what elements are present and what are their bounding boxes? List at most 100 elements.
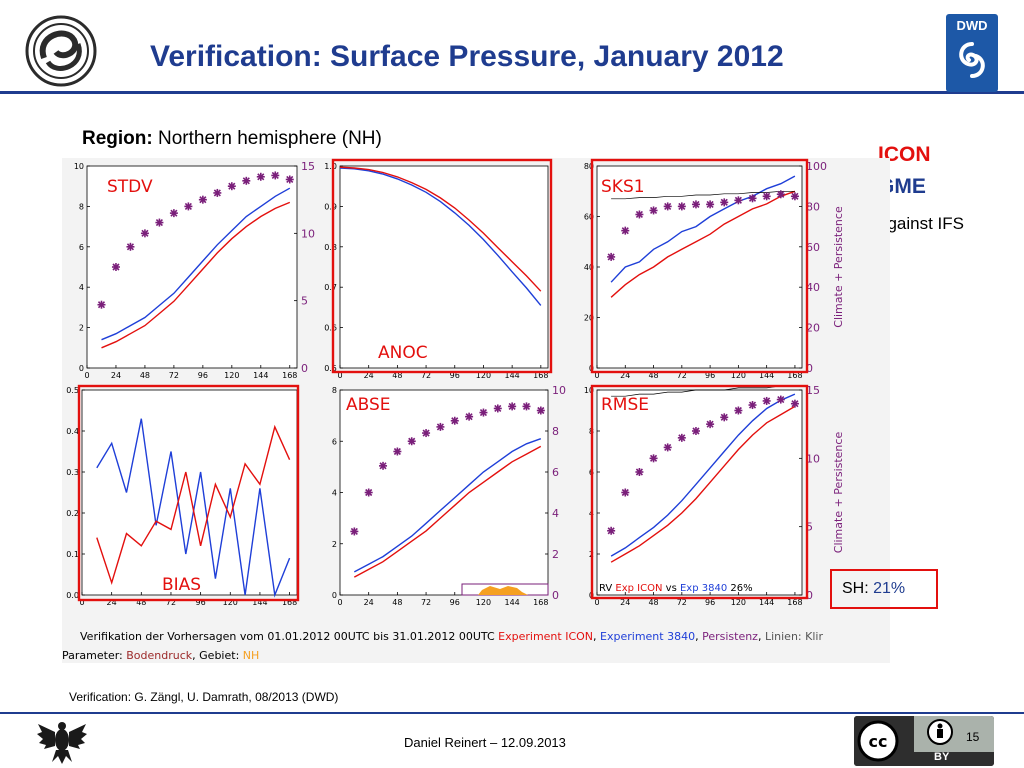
- y2-tick-label: 6: [552, 466, 559, 479]
- persistence-marker: [364, 488, 373, 497]
- series-line-2: [611, 190, 795, 200]
- caption-part: ,: [593, 630, 600, 643]
- y2-tick-label: 0: [806, 362, 813, 375]
- x-tick-label: 168: [787, 598, 802, 607]
- persistence-marker: [649, 206, 658, 215]
- caption-part: Persistenz: [702, 630, 758, 643]
- x-tick-label: 0: [84, 371, 89, 380]
- title-divider: [0, 91, 1024, 94]
- caption-line-2: Parameter: Bodendruck, Gebiet: NH: [62, 649, 259, 662]
- x-tick-label: 96: [450, 371, 460, 380]
- verification-credit: Verification: G. Zängl, U. Damrath, 08/2…: [69, 690, 339, 704]
- persistence-marker: [649, 454, 658, 463]
- chart-panel-anoc: 0 24 48 72 96 120 144 168 0.5 0.6 0.7 0.8 0.9 1.0 ANOC: [324, 158, 553, 380]
- persistence-marker: [621, 488, 630, 497]
- caption-part: ,: [758, 630, 765, 643]
- series-line-0: [610, 393, 796, 557]
- y2-tick-label: 100: [806, 160, 827, 173]
- y-tick-label: 1.0: [324, 162, 337, 171]
- abse-inset: [461, 583, 549, 596]
- chart-panel-sks1: 0 24 48 72 96 120 144 168020406080020406080100C…: [584, 158, 845, 380]
- persistence-marker: [677, 433, 686, 442]
- legend-against-label: against IFS: [878, 214, 964, 233]
- y2-tick-label: 40: [806, 281, 820, 294]
- panel-label-anoc: ANOC: [378, 343, 428, 363]
- y2-tick-label: 10: [806, 452, 820, 465]
- sh-label: SH:: [842, 580, 869, 597]
- region-key: Region:: [82, 128, 153, 149]
- x-tick-label: 48: [136, 598, 146, 607]
- sh-value: 21%: [873, 580, 906, 597]
- x-tick-label: 120: [223, 598, 238, 607]
- persistence-marker: [422, 429, 431, 438]
- y-tick-label: 0.0: [66, 591, 79, 600]
- caption-part: Verifikation der Vorhersagen vom 01.01.2…: [80, 630, 498, 643]
- y2-tick-label: 2: [552, 548, 559, 561]
- persistence-marker: [242, 176, 251, 185]
- highlight-frame: [590, 158, 809, 374]
- chart-panel-bias: 0 24 48 72 96 120 144 168 0.0 0.1 0.2 0.3 0.4 0.5 BIAS: [66, 384, 300, 607]
- footer-divider: [0, 712, 1024, 714]
- y-tick-label: 2: [79, 324, 84, 333]
- sh-text: SH: 21%: [842, 580, 905, 598]
- x-tick-label: 168: [533, 371, 548, 380]
- series-line-1: [96, 424, 291, 586]
- series-line-0: [96, 418, 291, 598]
- dwd-logo-text: DWD: [956, 18, 988, 33]
- x-tick-label: 144: [253, 371, 268, 380]
- x-tick-label: 72: [166, 598, 176, 607]
- x-tick-label: 144: [252, 598, 267, 607]
- rv-label: RV Exp ICON vs Exp 3840 26%: [599, 583, 753, 594]
- y-tick-label: 0: [332, 591, 337, 600]
- panel-label-bias: BIAS: [162, 575, 201, 595]
- x-tick-label: 0: [337, 371, 342, 380]
- persistence-marker: [748, 401, 757, 410]
- x-tick-label: 144: [504, 598, 519, 607]
- x-tick-label: 0: [79, 598, 84, 607]
- persistence-marker: [198, 195, 207, 204]
- highlight-frame: [590, 384, 809, 600]
- persistence-marker: [285, 175, 294, 184]
- panel-label-sks1: SKS1: [601, 177, 645, 197]
- highlight-frame: [77, 384, 300, 602]
- persistence-marker: [776, 190, 785, 199]
- y-tick-label: 6: [79, 243, 84, 252]
- persistence-marker: [97, 300, 106, 309]
- x-tick-label: 48: [392, 371, 402, 380]
- y-tick-label: 0.6: [324, 324, 337, 333]
- y-tick-label: 0: [79, 364, 84, 373]
- sh-highlight-box: SH: 21%: [830, 569, 938, 609]
- svg-text:cc: cc: [869, 732, 888, 751]
- y-tick-label: 0.8: [324, 243, 337, 252]
- x-tick-label: 24: [364, 598, 374, 607]
- persistence-marker: [111, 263, 120, 271]
- rv-label-part: Exp ICON: [615, 583, 665, 594]
- y2-tick-label: 15: [806, 384, 820, 397]
- series-line-0: [610, 175, 796, 283]
- y2-tick-label: 5: [806, 521, 813, 534]
- persistence-marker: [734, 406, 743, 415]
- x-tick-label: 48: [648, 371, 658, 380]
- inset-fill: [478, 586, 528, 595]
- y2-tick-label: 4: [552, 507, 559, 520]
- x-tick-label: 96: [705, 598, 715, 607]
- y2-tick-label: 0: [301, 362, 308, 375]
- y2-tick-label: 20: [806, 322, 820, 335]
- y2-tick-label: 0: [552, 589, 559, 602]
- x-tick-label: 24: [107, 598, 117, 607]
- rv-label-part: Exp 3840: [680, 583, 730, 594]
- persistence-marker: [635, 468, 644, 476]
- panel-label-stdv: STDV: [107, 177, 153, 197]
- persistence-marker: [184, 202, 193, 211]
- x-tick-label: 24: [620, 371, 630, 380]
- persistence-marker: [436, 422, 445, 431]
- x-tick-label: 120: [476, 598, 491, 607]
- y-tick-label: 10: [584, 386, 594, 395]
- x-tick-label: 72: [421, 371, 431, 380]
- persistence-marker: [479, 408, 488, 417]
- dwd-swirl-logo-icon: [22, 14, 100, 88]
- y-tick-label: 80: [584, 162, 594, 171]
- caption-part: Parameter:: [62, 649, 126, 662]
- persistence-marker: [256, 172, 265, 181]
